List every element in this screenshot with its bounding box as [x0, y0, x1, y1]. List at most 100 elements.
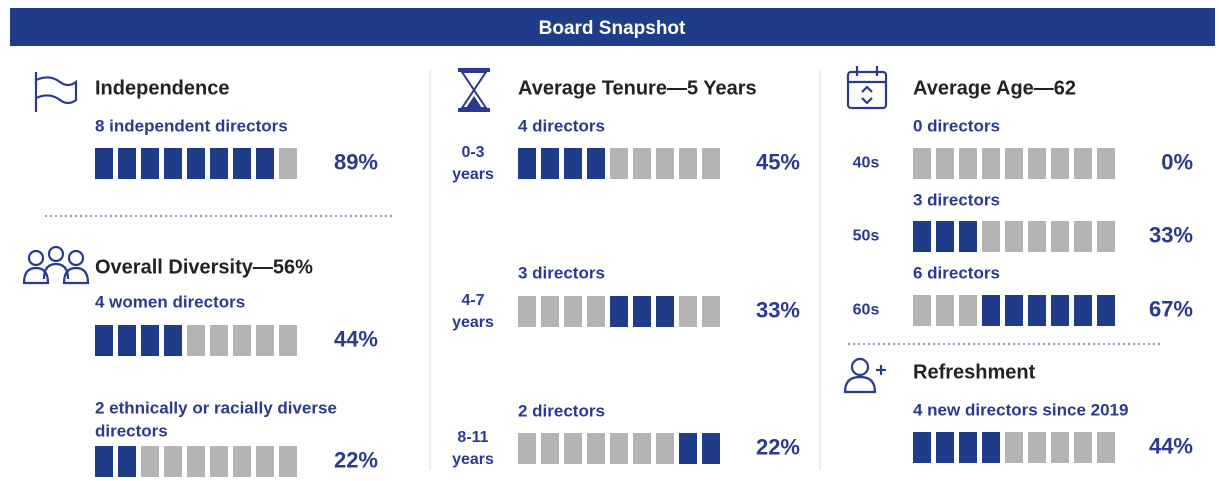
filled-square: [141, 325, 159, 356]
percent: 22%: [334, 447, 378, 472]
empty-square: [656, 433, 674, 464]
empty-square: [1097, 432, 1115, 463]
empty-square: [1028, 221, 1046, 252]
empty-square: [1005, 221, 1023, 252]
bar-label: 3 directors: [913, 190, 1000, 209]
empty-square: [518, 296, 536, 327]
filled-square: [210, 148, 228, 179]
empty-square: [210, 325, 228, 356]
empty-square: [913, 295, 931, 326]
empty-square: [982, 148, 1000, 179]
row-label: 40s: [853, 155, 880, 172]
filled-square: [256, 148, 274, 179]
bar-label: 8 independent directors: [95, 116, 288, 135]
filled-square: [164, 325, 182, 356]
row-label: 8-11: [457, 429, 488, 446]
empty-square: [936, 295, 954, 326]
empty-square: [1097, 221, 1115, 252]
empty-square: [541, 296, 559, 327]
empty-square: [587, 433, 605, 464]
filled-square: [587, 148, 605, 179]
empty-square: [587, 296, 605, 327]
empty-square: [564, 433, 582, 464]
filled-square: [118, 148, 136, 179]
row-label: years: [452, 451, 494, 468]
section-heading: Refreshment: [913, 361, 1036, 383]
empty-square: [279, 148, 297, 179]
filled-square: [913, 432, 931, 463]
row-label: years: [452, 166, 494, 183]
empty-square: [702, 296, 720, 327]
empty-square: [279, 446, 297, 477]
percent: 45%: [756, 149, 800, 174]
bar-label: 4 directors: [518, 116, 605, 135]
section-heading: Average Age—62: [913, 77, 1076, 99]
filled-square: [95, 446, 113, 477]
filled-square: [936, 221, 954, 252]
filled-square: [118, 325, 136, 356]
row-label: 50s: [853, 228, 880, 245]
filled-square: [959, 432, 977, 463]
empty-square: [256, 325, 274, 356]
people-icon: [22, 245, 90, 285]
empty-square: [1028, 148, 1046, 179]
filled-square: [233, 148, 251, 179]
row-label: 60s: [853, 302, 880, 319]
empty-square: [541, 433, 559, 464]
empty-square: [679, 296, 697, 327]
empty-square: [913, 148, 931, 179]
add-person-icon: [843, 357, 886, 394]
empty-square: [1074, 148, 1092, 179]
empty-square: [1051, 432, 1069, 463]
section-heading: Average Tenure—5 Years: [518, 77, 757, 99]
filled-square: [164, 148, 182, 179]
bar-label: 3 directors: [518, 263, 605, 282]
filled-square: [959, 221, 977, 252]
bar-label: 4 women directors: [95, 292, 245, 311]
section-heading: Overall Diversity—56%: [95, 256, 313, 278]
filled-square: [541, 148, 559, 179]
filled-square: [702, 433, 720, 464]
filled-square: [187, 148, 205, 179]
empty-square: [610, 433, 628, 464]
hourglass-icon: [458, 68, 490, 112]
empty-square: [256, 446, 274, 477]
bar-label: 0 directors: [913, 116, 1000, 135]
filled-square: [564, 148, 582, 179]
empty-square: [702, 148, 720, 179]
filled-square: [610, 296, 628, 327]
filled-square: [95, 148, 113, 179]
bar-label: 2 ethnically or racially diverse: [95, 398, 337, 417]
empty-square: [959, 148, 977, 179]
empty-square: [1005, 148, 1023, 179]
percent: 44%: [1149, 433, 1193, 458]
filled-square: [679, 433, 697, 464]
empty-square: [959, 295, 977, 326]
filled-square: [982, 295, 1000, 326]
row-label: years: [452, 314, 494, 331]
bar-label: 4 new directors since 2019: [913, 400, 1128, 419]
filled-square: [633, 296, 651, 327]
empty-square: [210, 446, 228, 477]
empty-square: [187, 446, 205, 477]
row-label: 4-7: [461, 292, 484, 309]
empty-square: [1074, 221, 1092, 252]
bar-label: directors: [95, 421, 168, 440]
filled-square: [95, 325, 113, 356]
filled-square: [1074, 295, 1092, 326]
filled-square: [913, 221, 931, 252]
percent: 22%: [756, 434, 800, 459]
empty-square: [633, 433, 651, 464]
empty-square: [518, 433, 536, 464]
empty-square: [187, 325, 205, 356]
bar-label: 2 directors: [518, 401, 605, 420]
percent: 67%: [1149, 296, 1193, 321]
filled-square: [1005, 295, 1023, 326]
empty-square: [233, 325, 251, 356]
percent: 33%: [1149, 222, 1193, 247]
empty-square: [656, 148, 674, 179]
empty-square: [1051, 148, 1069, 179]
percent: 0%: [1161, 149, 1193, 174]
filled-square: [982, 432, 1000, 463]
